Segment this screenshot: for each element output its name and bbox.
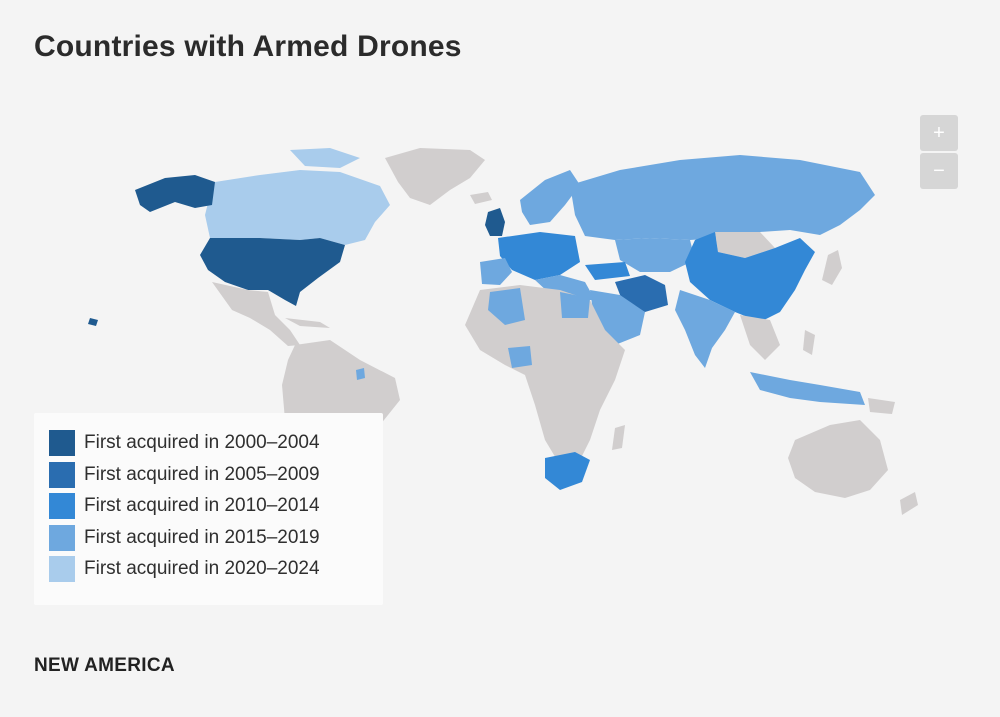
australia[interactable] bbox=[788, 420, 888, 498]
china[interactable] bbox=[685, 232, 815, 322]
russia[interactable] bbox=[570, 155, 875, 240]
mongolia[interactable] bbox=[715, 232, 775, 258]
legend-label: First acquired in 2010–2014 bbox=[84, 495, 320, 516]
guyana-region[interactable] bbox=[356, 368, 365, 380]
madagascar[interactable] bbox=[612, 425, 625, 450]
canada-arctic[interactable] bbox=[290, 148, 360, 168]
caribbean[interactable] bbox=[285, 318, 330, 328]
indonesia[interactable] bbox=[750, 372, 865, 405]
new-zealand[interactable] bbox=[900, 492, 918, 515]
canada[interactable] bbox=[205, 170, 390, 245]
legend-label: First acquired in 2005–2009 bbox=[84, 464, 320, 485]
map-title: Countries with Armed Drones bbox=[34, 30, 462, 63]
turkey[interactable] bbox=[585, 262, 630, 280]
greenland[interactable] bbox=[385, 148, 485, 205]
legend-label: First acquired in 2000–2004 bbox=[84, 432, 320, 453]
legend-swatch bbox=[49, 556, 75, 582]
alaska[interactable] bbox=[135, 175, 215, 212]
southeast-asia[interactable] bbox=[740, 315, 780, 360]
united-kingdom[interactable] bbox=[485, 208, 505, 236]
legend-swatch bbox=[49, 462, 75, 488]
iceland[interactable] bbox=[470, 192, 492, 204]
algeria[interactable] bbox=[488, 288, 525, 325]
philippines[interactable] bbox=[803, 330, 815, 355]
new-guinea[interactable] bbox=[868, 398, 895, 414]
legend-item-2000-2004: First acquired in 2000–2004 bbox=[49, 430, 320, 456]
legend: First acquired in 2000–2004 First acquir… bbox=[34, 413, 383, 605]
japan[interactable] bbox=[822, 250, 842, 285]
legend-item-2010-2014: First acquired in 2010–2014 bbox=[49, 493, 320, 519]
zoom-controls: + − bbox=[920, 115, 958, 191]
italy-balkans[interactable] bbox=[535, 275, 595, 300]
legend-item-2015-2019: First acquired in 2015–2019 bbox=[49, 525, 320, 551]
legend-swatch bbox=[49, 430, 75, 456]
india[interactable] bbox=[675, 290, 735, 368]
western-europe[interactable] bbox=[498, 232, 580, 280]
mexico[interactable] bbox=[212, 282, 300, 346]
legend-item-2005-2009: First acquired in 2005–2009 bbox=[49, 462, 320, 488]
central-asia[interactable] bbox=[615, 238, 695, 272]
scandinavia[interactable] bbox=[520, 170, 580, 225]
world-map[interactable] bbox=[0, 80, 1000, 640]
africa[interactable] bbox=[465, 285, 625, 470]
legend-item-2020-2024: First acquired in 2020–2024 bbox=[49, 556, 320, 582]
iberia[interactable] bbox=[480, 258, 512, 285]
nigeria[interactable] bbox=[508, 346, 532, 368]
south-africa[interactable] bbox=[545, 452, 590, 490]
legend-label: First acquired in 2015–2019 bbox=[84, 527, 320, 548]
brand-footer: NEW AMERICA bbox=[34, 655, 175, 676]
legend-label: First acquired in 2020–2024 bbox=[84, 558, 320, 579]
united-states[interactable] bbox=[200, 238, 345, 306]
egypt[interactable] bbox=[560, 292, 590, 318]
zoom-in-button[interactable]: + bbox=[920, 115, 958, 151]
hawaii[interactable] bbox=[88, 318, 98, 326]
legend-swatch bbox=[49, 525, 75, 551]
zoom-out-button[interactable]: − bbox=[920, 153, 958, 189]
legend-swatch bbox=[49, 493, 75, 519]
